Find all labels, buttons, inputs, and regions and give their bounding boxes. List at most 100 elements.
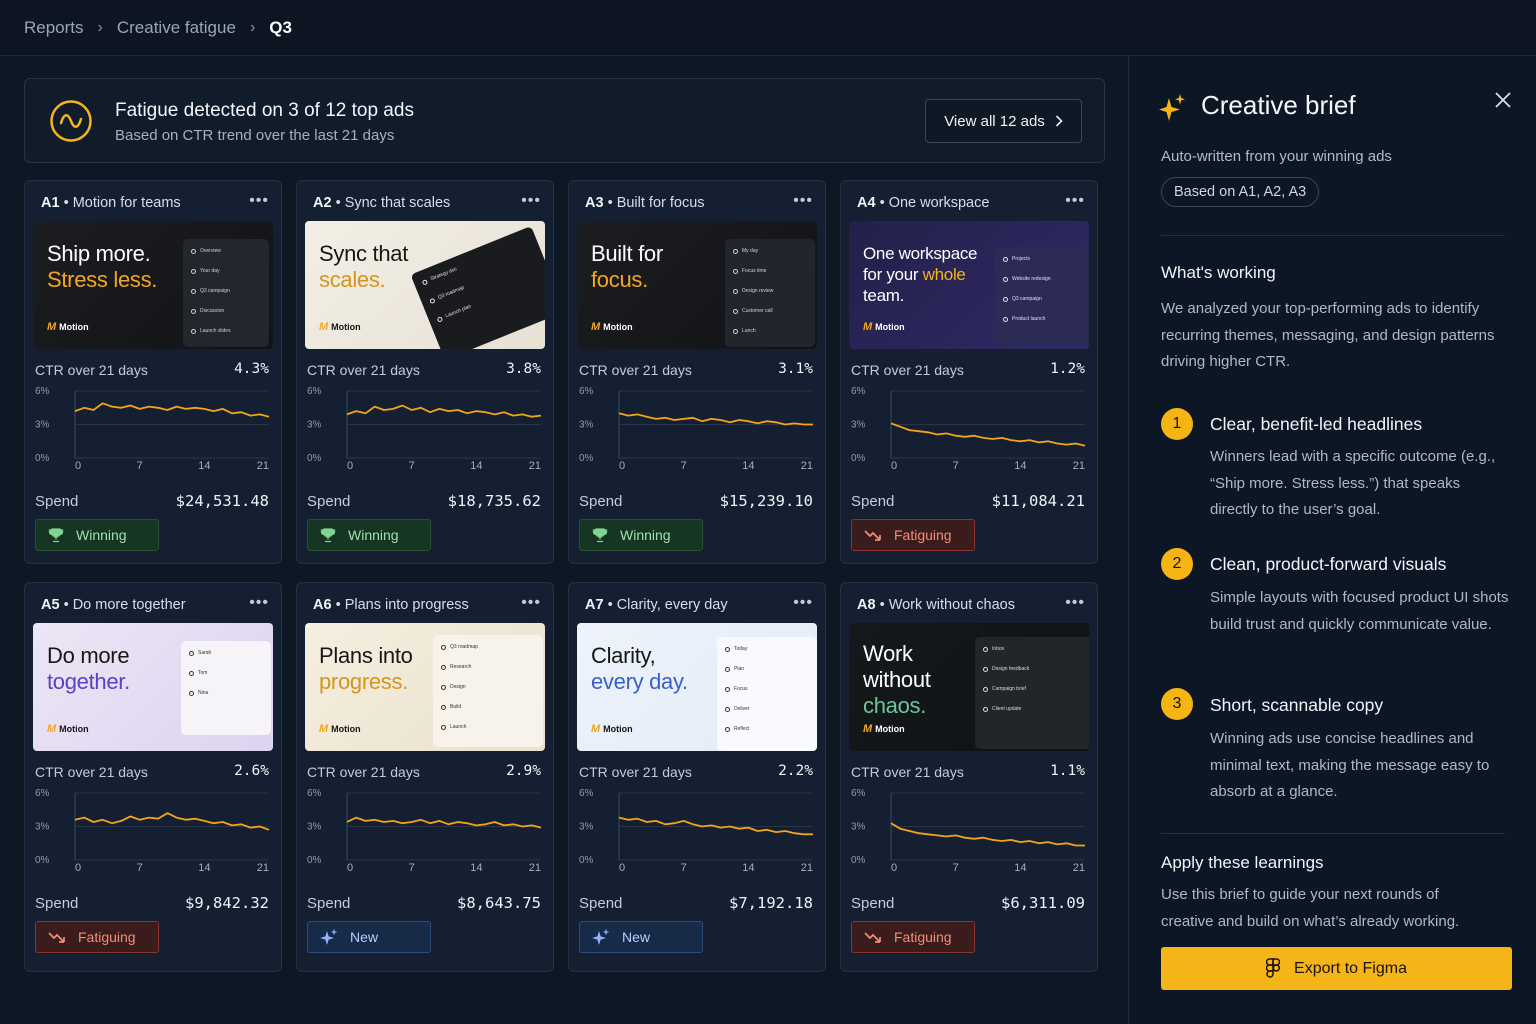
thumb-mock-row-label: Q3 roadmap xyxy=(437,284,466,301)
thumb-mock-row-label: Focus xyxy=(734,686,748,692)
learning-text-3: Winning ads use concise headlines and mi… xyxy=(1210,730,1490,800)
ad-thumbnail[interactable]: Built for focus. My day Focus time Design … xyxy=(577,221,817,349)
circle-icon xyxy=(725,706,730,712)
thumb-headline-1: Clarity, xyxy=(591,643,656,668)
view-all-ads-button[interactable]: View all 12 ads xyxy=(925,99,1082,143)
thumb-mock-row: Lunch xyxy=(733,325,809,337)
learning-number-2: 2 xyxy=(1161,548,1193,580)
status-badge: Fatiguing xyxy=(35,921,159,953)
ad-thumbnail[interactable]: Sync that scales. Strategy doc Q3 roadmap… xyxy=(305,221,545,349)
circle-icon xyxy=(191,248,196,254)
ad-thumbnail[interactable]: Do more together. Sarah Tom Nina M Motion xyxy=(33,623,273,751)
trophy-icon xyxy=(592,528,608,543)
ad-card[interactable]: A1 • Motion for teams ••• Ship more. Str… xyxy=(24,180,282,564)
ctr-label: CTR over 21 days xyxy=(35,764,148,780)
thumb-mock-row: My day xyxy=(733,245,809,257)
motion-logo-icon: M xyxy=(47,321,57,333)
ad-thumbnail[interactable]: Clarity, every day. Today Plan Focus Delive… xyxy=(577,623,817,751)
ctr-series-line xyxy=(74,402,270,418)
more-options-icon[interactable]: ••• xyxy=(1065,192,1085,209)
thumb-mock-row: Design xyxy=(441,681,537,693)
chart-y-tick-label: 0% xyxy=(35,855,50,866)
ad-card[interactable]: A4 • One workspace ••• One workspace for… xyxy=(840,180,1098,564)
more-options-icon[interactable]: ••• xyxy=(521,192,541,209)
chart-y-tick-label: 3% xyxy=(851,420,866,431)
thumb-mock-row-label: Product launch xyxy=(1012,316,1046,322)
brand-name: Motion xyxy=(603,724,633,734)
thumb-mock-row-label: Focus time xyxy=(742,268,767,274)
thumb-mock-row: Design feedback xyxy=(983,663,1089,675)
spend-value: $6,311.09 xyxy=(1001,894,1085,912)
chart-y-tick-label: 3% xyxy=(579,420,594,431)
thumb-product-mock: Sarah Tom Nina xyxy=(181,641,271,735)
spend-label: Spend xyxy=(35,895,79,912)
ad-thumbnail[interactable]: Ship more. Stress less. Overview Your day… xyxy=(33,221,273,349)
brand-logo: M Motion xyxy=(863,723,905,735)
breadcrumb-reports[interactable]: Reports xyxy=(24,17,84,37)
thumb-mock-row-label: Research xyxy=(450,664,472,670)
chart-y-tick-label: 6% xyxy=(307,386,322,397)
trend-down-icon xyxy=(48,932,65,943)
chart-x-tick-label: 14 xyxy=(198,862,210,871)
close-icon[interactable] xyxy=(1493,90,1513,110)
ctr-series-line xyxy=(890,422,1086,447)
ad-card-header: A5 • Do more together xyxy=(41,597,186,613)
ad-card-header: A8 • Work without chaos xyxy=(857,597,1015,613)
ad-card[interactable]: A6 • Plans into progress ••• Plans into … xyxy=(296,582,554,972)
ad-card[interactable]: A8 • Work without chaos ••• Work without… xyxy=(840,582,1098,972)
thumb-headline-1: Do more xyxy=(47,643,130,668)
chart-y-tick-label: 3% xyxy=(35,420,50,431)
circle-icon xyxy=(189,670,194,676)
thumb-headline-2: progress. xyxy=(319,669,409,694)
thumb-mock-row-label: Customer call xyxy=(742,308,773,314)
thumb-mock-row: Your day xyxy=(191,265,263,277)
more-options-icon[interactable]: ••• xyxy=(521,594,541,611)
ad-card[interactable]: A5 • Do more together ••• Do more togeth… xyxy=(24,582,282,972)
ad-thumbnail[interactable]: Work without chaos. Inbox Design feedback… xyxy=(849,623,1089,751)
ctr-series-line xyxy=(618,412,813,426)
thumb-headline-2: scales. xyxy=(319,267,386,292)
ctr-series-line xyxy=(346,816,542,829)
thumb-mock-row-label: My day xyxy=(742,248,759,254)
thumb-product-mock: Q3 roadmap Research Design Build Launch xyxy=(433,635,543,747)
thumb-mock-row-label: Launch xyxy=(450,724,467,730)
learning-title-2: Clean, product-forward visuals xyxy=(1210,554,1447,574)
chart-x-tick-label: 14 xyxy=(1014,460,1026,469)
thumb-product-mock: Inbox Design feedback Campaign brief Client… xyxy=(975,637,1089,749)
ad-thumbnail[interactable]: Plans into progress. Q3 roadmap Research D… xyxy=(305,623,545,751)
ad-card[interactable]: A2 • Sync that scales ••• Sync that scal… xyxy=(296,180,554,564)
brand-logo: M Motion xyxy=(591,723,633,735)
thumb-product-mock: Strategy doc Q3 roadmap Launch plan xyxy=(410,226,545,349)
circle-icon xyxy=(441,664,446,670)
ad-card[interactable]: A7 • Clarity, every day ••• Clarity, eve… xyxy=(568,582,826,972)
circle-icon xyxy=(191,308,196,314)
more-options-icon[interactable]: ••• xyxy=(793,594,813,611)
status-badge: Winning xyxy=(579,519,703,551)
thumb-headline-2: every day. xyxy=(591,669,688,694)
status-badge: Fatiguing xyxy=(851,519,975,551)
more-options-icon[interactable]: ••• xyxy=(1065,594,1085,611)
circle-icon xyxy=(983,666,988,672)
more-options-icon[interactable]: ••• xyxy=(249,192,269,209)
circle-icon xyxy=(733,268,738,274)
chart-x-tick-label: 0 xyxy=(75,862,81,871)
export-to-figma-button[interactable]: Export to Figma xyxy=(1161,947,1512,990)
motion-logo-icon: M xyxy=(863,321,873,333)
ctr-value: 3.1% xyxy=(778,361,813,377)
whats-working-heading: What's working xyxy=(1161,263,1276,282)
chart-x-tick-label: 14 xyxy=(742,460,754,469)
more-options-icon[interactable]: ••• xyxy=(793,192,813,209)
ad-card[interactable]: A3 • Built for focus ••• Built for focus… xyxy=(568,180,826,564)
breadcrumb-creative-fatigue[interactable]: Creative fatigue xyxy=(116,17,236,37)
trend-down-icon xyxy=(864,530,881,541)
more-options-icon[interactable]: ••• xyxy=(249,594,269,611)
trophy-icon xyxy=(48,528,64,543)
ad-thumbnail[interactable]: One workspace for your whole team. Proje… xyxy=(849,221,1089,349)
spend-value: $11,084.21 xyxy=(991,492,1085,510)
thumb-mock-row-label: Client update xyxy=(992,706,1022,712)
learning-number-1: 1 xyxy=(1161,408,1193,440)
brand-name: Motion xyxy=(603,322,633,332)
brand-name: Motion xyxy=(875,724,905,734)
alert-title: Fatigue detected on 3 of 12 top ads xyxy=(115,100,414,121)
thumb-mock-row-label: Nina xyxy=(198,690,209,696)
